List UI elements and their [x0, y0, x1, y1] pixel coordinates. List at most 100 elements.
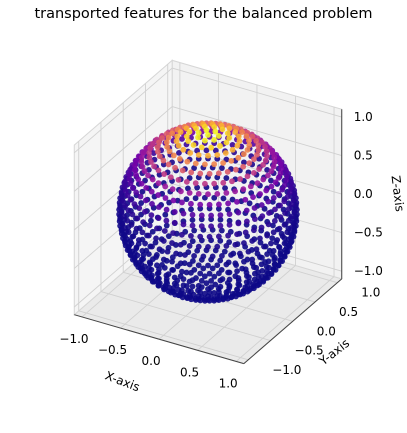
scatter-point: [179, 287, 185, 293]
scatter-point: [211, 180, 218, 187]
scatter-point: [124, 217, 131, 224]
scatter-point: [217, 212, 224, 218]
scatter-point: [270, 222, 276, 229]
scatter-point: [194, 184, 201, 191]
scatter-point: [142, 197, 149, 204]
scatter-point: [246, 142, 253, 149]
scatter-point: [205, 243, 211, 250]
scatter-point: [255, 142, 262, 149]
scatter-point: [149, 201, 155, 207]
scatter-point: [176, 149, 182, 156]
scatter-point: [138, 154, 145, 161]
scatter-point: [164, 248, 171, 255]
scatter-point: [201, 273, 208, 280]
scatter-point: [137, 265, 144, 272]
scatter-point: [224, 130, 231, 137]
scatter-point: [212, 128, 219, 135]
scatter-point: [139, 229, 146, 236]
scatter-point: [188, 206, 194, 213]
scatter-point: [209, 265, 216, 272]
scatter-point: [135, 237, 142, 243]
scatter-point: [281, 221, 288, 228]
scatter-point: [149, 272, 155, 279]
scatter-point: [256, 166, 263, 172]
scatter-point: [244, 146, 251, 153]
scatter-point: [285, 236, 292, 243]
scatter-point: [249, 238, 256, 244]
scatter-point: [141, 168, 148, 175]
scatter-point: [236, 250, 243, 257]
z-tick-label: −1.0: [354, 264, 383, 278]
scatter-point: [217, 216, 224, 223]
scatter-point: [156, 139, 162, 146]
scatter-point: [178, 231, 185, 238]
scatter-point: [146, 222, 153, 229]
scatter-point: [269, 149, 276, 156]
scatter-point: [156, 153, 163, 160]
scatter-point: [162, 195, 169, 201]
scatter-point: [206, 270, 213, 277]
scatter-point: [162, 211, 169, 218]
scatter-point: [140, 256, 147, 262]
scatter-point: [251, 270, 258, 277]
scatter-point: [140, 149, 147, 156]
scatter-point: [140, 219, 147, 226]
scatter-point: [264, 152, 270, 159]
scatter-point: [284, 194, 291, 200]
scatter-point: [136, 259, 143, 266]
scatter-point: [245, 248, 252, 255]
grid-line-y: [100, 291, 271, 341]
scatter-point: [167, 174, 174, 181]
scatter-point: [219, 165, 225, 171]
scatter-point: [160, 256, 167, 263]
scatter-point: [265, 270, 272, 277]
scatter-point: [189, 211, 196, 218]
scatter-point: [170, 152, 177, 159]
scatter-point: [169, 186, 176, 193]
scatter-point: [208, 144, 215, 151]
scatter-point: [215, 132, 222, 139]
scatter-point: [217, 257, 224, 264]
y-tick-label: −1.0: [272, 363, 301, 377]
scatter-point: [185, 185, 191, 192]
scatter-point: [131, 201, 138, 208]
scatter-point: [242, 229, 249, 236]
z-axis-label: Z-axis: [389, 175, 407, 213]
scatter-point: [291, 208, 298, 215]
scatter-point: [122, 187, 129, 194]
scatter-point: [206, 170, 213, 177]
x-tick-label: 0.5: [180, 365, 199, 379]
scatter-point: [133, 244, 140, 251]
scatter-point: [175, 142, 182, 149]
scatter-point: [234, 142, 241, 149]
scatter-point: [257, 254, 263, 260]
scatter-point: [263, 187, 270, 194]
scatter-point: [276, 156, 282, 163]
scatter-point: [219, 253, 225, 259]
scatter-point: [129, 185, 136, 191]
scatter-point: [189, 217, 196, 223]
scatter-point: [128, 221, 135, 228]
scatter-point: [223, 190, 230, 196]
scatter-point: [217, 143, 223, 149]
scatter-point: [180, 276, 187, 282]
scatter-point: [223, 261, 230, 268]
scatter-point: [147, 145, 154, 152]
scatter-point: [277, 214, 284, 221]
scatter-point: [221, 248, 228, 255]
scatter-point: [250, 264, 257, 270]
scatter-point: [211, 273, 218, 280]
scatter-point: [217, 277, 224, 284]
scatter-point: [180, 146, 187, 153]
scatter-point: [220, 195, 227, 202]
scatter-point: [156, 246, 163, 253]
scatter-point: [197, 233, 204, 240]
scatter-point: [198, 277, 205, 284]
scatter-point: [180, 282, 187, 289]
scatter-point: [118, 208, 125, 215]
scatter-point: [198, 284, 205, 290]
scatter-point: [126, 176, 133, 182]
scatter-point: [217, 237, 224, 244]
scatter-point: [180, 221, 187, 228]
